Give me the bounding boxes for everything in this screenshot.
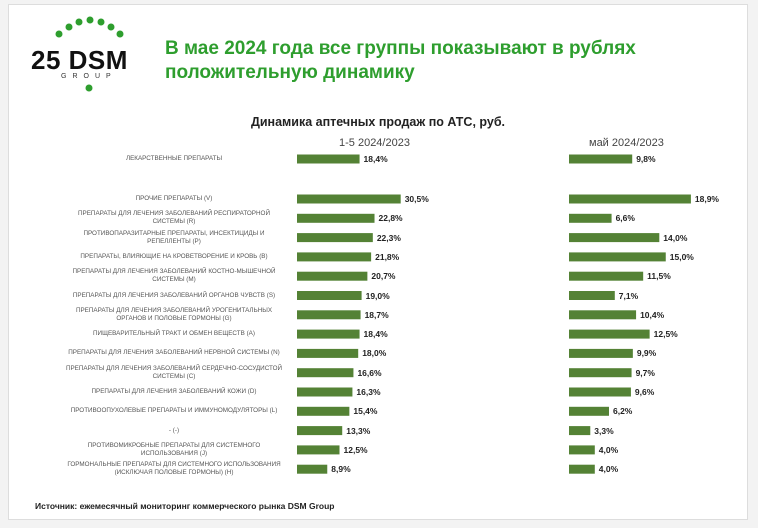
bar bbox=[569, 213, 612, 223]
logo-text: 25 DSM bbox=[31, 45, 128, 75]
bar bbox=[569, 368, 632, 378]
value-label: 9,7% bbox=[635, 367, 655, 378]
value-label: 4,0% bbox=[598, 444, 619, 455]
bar bbox=[297, 194, 401, 204]
bar bbox=[569, 154, 633, 164]
series-name: 1-5 2024/2023 bbox=[339, 137, 410, 149]
category-label: ПРЕПАРАТЫ ДЛЯ ЛЕЧЕНИЯ ЗАБОЛЕВАНИЙ УРОГЕН… bbox=[75, 306, 273, 322]
value-label: 4,0% bbox=[598, 464, 619, 475]
bar bbox=[569, 387, 631, 397]
logo-dots bbox=[55, 16, 124, 92]
bar bbox=[297, 406, 350, 416]
value-label: 3,3% bbox=[594, 425, 614, 436]
value-label: 19,0% bbox=[365, 290, 390, 301]
bar bbox=[297, 445, 340, 455]
category-label: ГОРМОНАЛЬНЫЕ ПРЕПАРАТЫ ДЛЯ СИСТЕМНОГО ИС… bbox=[67, 461, 281, 477]
category-label: ПРОТИВОПАРАЗИТАРНЫЕ ПРЕПАРАТЫ, ИНСЕКТИЦИ… bbox=[83, 229, 265, 245]
bar bbox=[569, 310, 637, 320]
chart-title: Динамика аптечных продаж по АТС, руб. bbox=[250, 115, 506, 129]
value-label: 10,4% bbox=[640, 309, 665, 320]
source: Источник: ежемесячный мониторинг коммерч… bbox=[35, 501, 335, 511]
bar bbox=[297, 329, 360, 339]
value-label: 7,1% bbox=[618, 290, 639, 301]
bar bbox=[569, 194, 691, 204]
category-label: ПРОЧИЕ ПРЕПАРАТЫ (V) bbox=[135, 195, 213, 202]
value-label: 9,6% bbox=[634, 387, 655, 397]
value-label: 15,0% bbox=[669, 251, 694, 262]
value-label: 12,5% bbox=[343, 444, 368, 455]
value-label: 9,8% bbox=[636, 154, 656, 164]
slide: 25 DSM GROUP В мае 2024 года все группы … bbox=[8, 4, 748, 520]
category-label: ПИЩЕВАРИТЕЛЬНЫЙ ТРАКТ И ОБМЕН ВЕЩЕСТВ (A… bbox=[93, 330, 255, 338]
logo-subtext: GROUP bbox=[61, 73, 117, 80]
bar bbox=[569, 271, 644, 281]
bar bbox=[569, 426, 591, 436]
bar bbox=[569, 329, 650, 339]
value-label: 18,4% bbox=[363, 329, 388, 340]
bar bbox=[297, 348, 359, 358]
bar bbox=[569, 233, 660, 243]
category-label: ПРЕПАРАТЫ ДЛЯ ЛЕЧЕНИЯ ЗАБОЛЕВАНИЙ СЕРДЕЧ… bbox=[65, 364, 283, 380]
bar bbox=[297, 464, 328, 474]
value-label: 14,0% bbox=[663, 232, 688, 243]
value-label: 11,5% bbox=[647, 271, 671, 282]
value-label: 16,3% bbox=[356, 387, 381, 397]
bar bbox=[569, 252, 666, 262]
value-label: 18,4% bbox=[363, 154, 388, 164]
value-label: 20,7% bbox=[371, 271, 396, 282]
category-label: ПРЕПАРАТЫ ДЛЯ ЛЕЧЕНИЯ ЗАБОЛЕВАНИЙ РЕСПИР… bbox=[78, 210, 270, 226]
category-label: ПРЕПАРАТЫ ДЛЯ ЛЕЧЕНИЯ ЗАБОЛЕВАНИЙ ОРГАНО… bbox=[72, 291, 276, 299]
value-label: 18,0% bbox=[362, 348, 387, 359]
value-label: 18,7% bbox=[364, 309, 389, 320]
bar bbox=[569, 464, 595, 474]
category-label: - (-) bbox=[168, 426, 180, 434]
category-label: ЛЕКАРСТВЕННЫЕ ПРЕПАРАТЫ bbox=[125, 155, 223, 162]
value-label: 6,2% bbox=[612, 406, 633, 417]
value-label: 16,6% bbox=[357, 367, 382, 378]
value-label: 22,3% bbox=[376, 232, 401, 243]
category-label: ПРЕПАРАТЫ ДЛЯ ЛЕЧЕНИЯ ЗАБОЛЕВАНИЙ КОСТНО… bbox=[72, 268, 276, 284]
bar bbox=[569, 291, 615, 300]
value-label: 13,3% bbox=[346, 425, 371, 436]
value-label: 22,8% bbox=[378, 213, 403, 224]
value-label: 6,6% bbox=[615, 213, 635, 224]
value-label: 30,5% bbox=[404, 194, 429, 204]
bar bbox=[297, 213, 375, 223]
bar bbox=[569, 348, 633, 358]
value-label: 12,5% bbox=[653, 329, 678, 340]
bar bbox=[569, 406, 609, 416]
bar bbox=[297, 387, 353, 397]
series-name: май 2024/2023 bbox=[589, 137, 664, 149]
bar bbox=[297, 252, 372, 262]
value-label: 15,4% bbox=[353, 406, 378, 417]
bar bbox=[569, 445, 595, 455]
chart-canvas bbox=[55, 16, 691, 474]
title: В мае 2024 года все группы показывают в … bbox=[165, 38, 636, 83]
bar bbox=[297, 426, 343, 436]
category-label: ПРЕПАРАТЫ, ВЛИЯЮЩИЕ НА КРОВЕТВОРЕНИЕ И К… bbox=[80, 252, 268, 260]
value-label: 21,8% bbox=[375, 251, 400, 262]
category-label: ПРОТИВООПУХОЛЕВЫЕ ПРЕПАРАТЫ И ИММУНОМОДУ… bbox=[70, 407, 278, 415]
value-label: 9,9% bbox=[636, 348, 657, 359]
category-label: ПРЕПАРАТЫ ДЛЯ ЛЕЧЕНИЯ ЗАБОЛЕВАНИЙ НЕРВНО… bbox=[68, 349, 280, 357]
bar bbox=[297, 271, 368, 281]
bar bbox=[297, 368, 354, 378]
bar bbox=[297, 154, 360, 164]
bar bbox=[297, 291, 362, 300]
value-label: 8,9% bbox=[331, 464, 351, 475]
bar bbox=[297, 310, 361, 320]
value-label: 18,9% bbox=[694, 194, 719, 204]
bar bbox=[297, 233, 373, 243]
category-label: ПРЕПАРАТЫ ДЛЯ ЛЕЧЕНИЯ ЗАБОЛЕВАНИЙ КОЖИ (… bbox=[91, 388, 257, 395]
category-label: ПРОТИВОМИКРОБНЫЕ ПРЕПАРАТЫ ДЛЯ СИСТЕМНОГ… bbox=[87, 441, 261, 457]
